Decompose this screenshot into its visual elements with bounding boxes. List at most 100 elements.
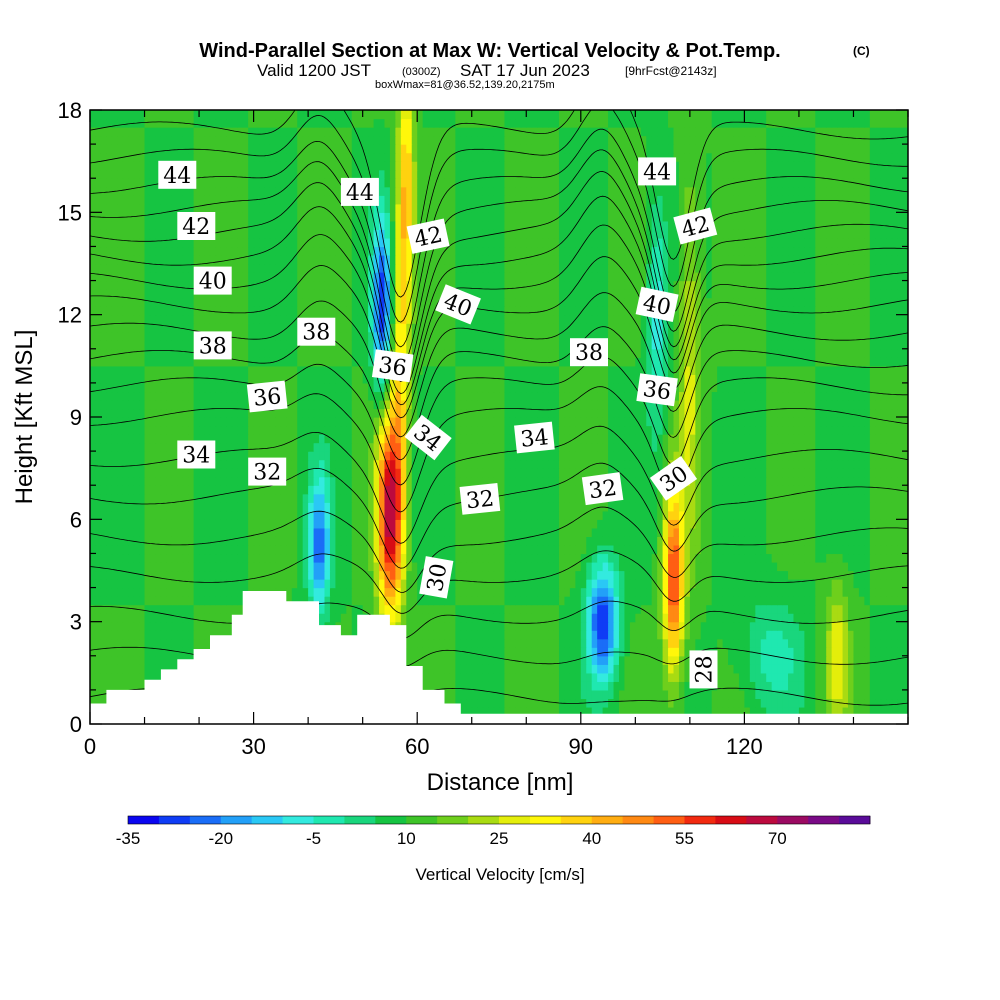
- velocity-cell: [548, 570, 555, 580]
- velocity-cell: [433, 544, 440, 555]
- velocity-cell: [815, 468, 822, 478]
- velocity-cell: [728, 553, 735, 563]
- velocity-cell: [515, 604, 522, 614]
- velocity-cell: [777, 519, 784, 529]
- velocity-cell: [657, 613, 664, 623]
- velocity-cell: [662, 442, 669, 452]
- velocity-cell: [406, 655, 413, 665]
- velocity-cell: [902, 613, 908, 623]
- velocity-cell: [160, 434, 167, 444]
- velocity-cell: [744, 630, 751, 640]
- velocity-cell: [144, 510, 151, 520]
- velocity-cell: [248, 442, 255, 452]
- velocity-cell: [597, 544, 604, 555]
- velocity-cell: [618, 672, 626, 682]
- velocity-cell: [117, 451, 124, 461]
- velocity-cell: [897, 570, 904, 580]
- velocity-cell: [635, 476, 642, 486]
- velocity-cell: [602, 698, 609, 708]
- velocity-cell: [509, 459, 516, 469]
- velocity-cell: [493, 442, 500, 452]
- velocity-cell: [280, 434, 287, 444]
- velocity-cell: [139, 604, 146, 614]
- velocity-cell: [526, 604, 533, 614]
- velocity-cell: [618, 553, 626, 563]
- velocity-cell: [95, 519, 102, 529]
- velocity-cell: [237, 527, 244, 537]
- velocity-cell: [171, 459, 178, 469]
- velocity-cell: [673, 604, 680, 614]
- velocity-cell: [237, 544, 244, 555]
- velocity-cell: [280, 561, 287, 572]
- velocity-cell: [689, 638, 696, 648]
- velocity-cell: [449, 604, 456, 614]
- velocity-cell: [564, 596, 571, 606]
- velocity-cell: [678, 596, 686, 606]
- velocity-cell: [248, 570, 255, 580]
- velocity-cell: [842, 689, 849, 700]
- velocity-cell: [809, 638, 816, 648]
- velocity-cell: [531, 502, 538, 512]
- velocity-cell: [144, 587, 151, 597]
- velocity-cell: [471, 579, 478, 589]
- velocity-cell: [428, 493, 435, 503]
- velocity-cell: [177, 604, 184, 614]
- velocity-cell: [537, 698, 544, 708]
- velocity-cell: [139, 468, 146, 478]
- velocity-cell: [166, 502, 173, 512]
- velocity-cell: [177, 485, 184, 495]
- velocity-cell: [193, 476, 200, 486]
- velocity-cell: [771, 468, 778, 478]
- velocity-cell: [651, 621, 658, 631]
- velocity-cell: [449, 689, 456, 700]
- velocity-cell: [777, 544, 784, 555]
- velocity-cell: [389, 604, 396, 614]
- velocity-cell: [826, 527, 833, 537]
- velocity-cell: [389, 459, 396, 469]
- velocity-cell: [673, 655, 680, 665]
- velocity-cell: [575, 442, 582, 452]
- velocity-cell: [509, 630, 516, 640]
- velocity-cell: [558, 621, 566, 631]
- velocity-cell: [749, 451, 756, 461]
- velocity-cell: [128, 561, 135, 572]
- velocity-cell: [886, 459, 893, 469]
- velocity-cell: [100, 587, 107, 597]
- velocity-cell: [275, 502, 282, 512]
- velocity-cell: [166, 647, 173, 657]
- velocity-cell: [864, 544, 871, 555]
- velocity-cell: [793, 536, 800, 546]
- velocity-cell: [444, 681, 451, 691]
- velocity-cell: [798, 536, 805, 546]
- velocity-cell: [488, 468, 495, 478]
- velocity-cell: [728, 664, 735, 674]
- velocity-cell: [237, 579, 244, 589]
- velocity-cell: [886, 681, 893, 691]
- velocity-cell: [520, 587, 527, 597]
- velocity-cell: [177, 519, 184, 529]
- velocity-cell: [678, 442, 686, 452]
- velocity-cell: [722, 451, 729, 461]
- velocity-cell: [248, 502, 255, 512]
- velocity-cell: [269, 434, 277, 444]
- velocity-cell: [717, 527, 724, 537]
- velocity-cell: [193, 630, 200, 640]
- velocity-cell: [602, 613, 609, 623]
- velocity-cell: [226, 587, 233, 597]
- velocity-cell: [695, 502, 702, 512]
- velocity-cell: [117, 570, 124, 580]
- velocity-cell: [706, 536, 713, 546]
- velocity-cell: [460, 698, 467, 708]
- velocity-cell: [897, 579, 904, 589]
- velocity-cell: [428, 604, 435, 614]
- velocity-cell: [340, 485, 347, 495]
- velocity-cell: [602, 638, 609, 648]
- velocity-cell: [553, 630, 560, 640]
- velocity-cell: [766, 561, 773, 572]
- velocity-cell: [253, 570, 260, 580]
- velocity-cell: [897, 630, 904, 640]
- velocity-cell: [188, 561, 195, 572]
- velocity-cell: [826, 672, 833, 682]
- velocity-cell: [777, 485, 784, 495]
- velocity-cell: [253, 493, 260, 503]
